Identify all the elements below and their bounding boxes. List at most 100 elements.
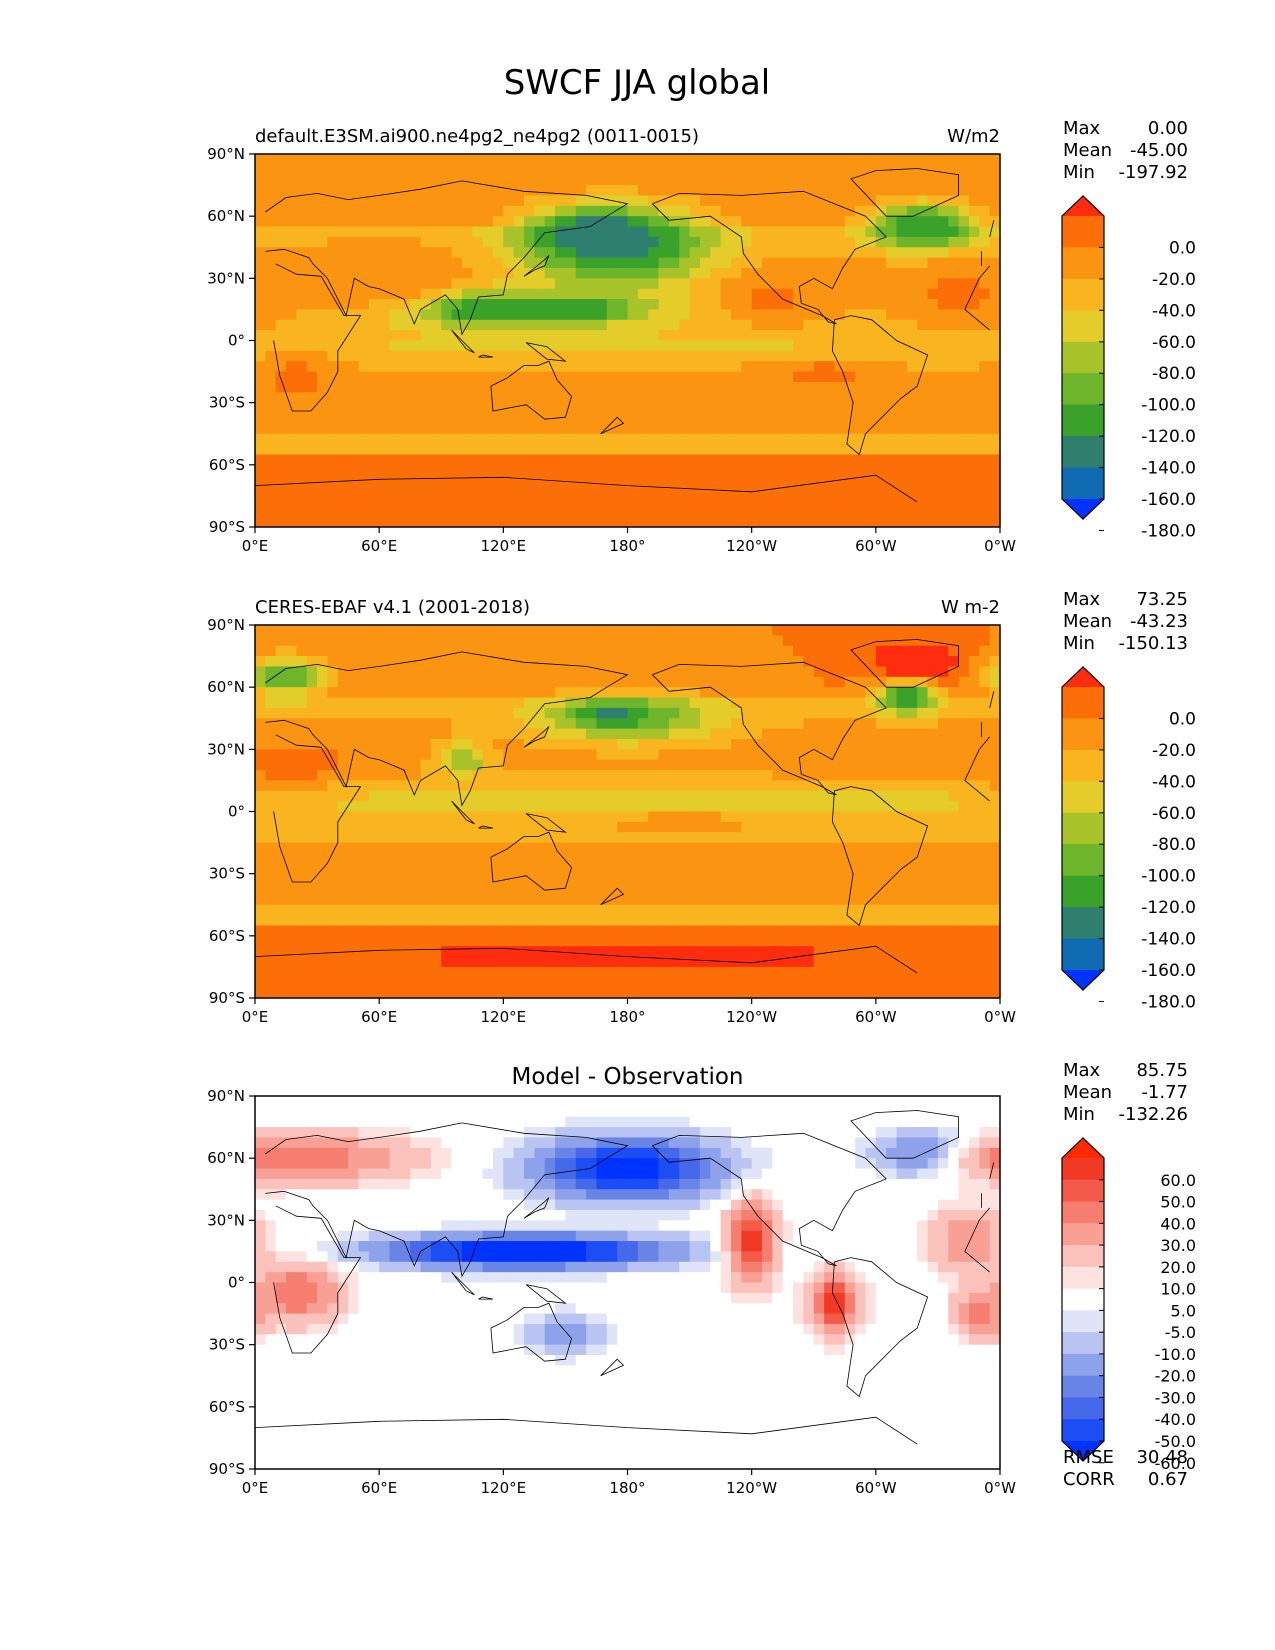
field-cell <box>337 257 349 269</box>
field-cell <box>772 433 784 445</box>
field-cell <box>472 299 484 311</box>
field-cell <box>296 687 308 699</box>
field-cell <box>513 811 525 823</box>
field-cell <box>472 780 484 792</box>
field-cell <box>451 164 463 176</box>
field-cell <box>286 946 297 958</box>
field-cell <box>482 288 494 300</box>
field-cell <box>348 464 360 476</box>
field-cell <box>544 790 556 802</box>
field-cell <box>730 656 742 668</box>
field-cell <box>679 226 691 238</box>
field-cell <box>699 625 711 636</box>
field-cell <box>937 226 949 238</box>
field-cell <box>482 205 494 217</box>
field-cell <box>451 925 463 937</box>
field-cell <box>668 454 680 466</box>
field-cell <box>793 205 805 217</box>
field-cell <box>410 645 422 657</box>
field-cell <box>896 790 908 802</box>
field-cell <box>472 516 484 527</box>
field-cell <box>668 946 680 958</box>
field-cell <box>617 361 629 373</box>
field-cell <box>875 423 887 435</box>
field-cell <box>410 319 422 331</box>
field-cell <box>534 278 546 290</box>
field-cell <box>524 516 535 527</box>
field-cell <box>782 495 794 507</box>
field-cell <box>730 236 742 248</box>
field-cell <box>524 842 535 854</box>
field-cell <box>782 935 794 947</box>
field-cell <box>958 267 970 279</box>
field-cell <box>730 904 742 916</box>
field-cell <box>762 361 773 373</box>
field-cell <box>824 247 836 259</box>
field-cell <box>524 485 535 497</box>
field-cell <box>327 738 339 750</box>
field-cell <box>337 454 349 466</box>
field-cell <box>255 361 266 373</box>
field-cell <box>720 811 732 823</box>
field-cell <box>441 884 453 895</box>
field-cell <box>824 205 836 217</box>
field-cell <box>544 495 556 507</box>
field-cell <box>275 164 287 176</box>
field-cell <box>524 299 535 311</box>
field-cell <box>492 506 504 518</box>
field-cell <box>989 278 1000 290</box>
field-cell <box>710 267 722 279</box>
field-cell <box>565 780 577 792</box>
field-cell <box>658 863 670 875</box>
field-cell <box>782 946 794 958</box>
field-cell <box>389 925 401 937</box>
field-cell <box>534 371 546 383</box>
field-cell <box>844 780 856 792</box>
field-cell <box>503 433 515 445</box>
field-cell <box>430 884 442 895</box>
field-cell <box>555 216 567 228</box>
field-cell <box>803 904 815 916</box>
field-cell <box>968 811 980 823</box>
field-cell <box>937 216 949 228</box>
field-cell <box>989 687 1000 699</box>
field-cell <box>720 340 732 352</box>
field-cell <box>399 790 411 802</box>
field-cell <box>730 226 742 238</box>
field-cell <box>358 174 370 186</box>
field-cell <box>348 350 360 362</box>
field-cell <box>441 330 453 342</box>
field-cell <box>337 873 349 885</box>
field-cell <box>979 485 991 497</box>
map-field <box>255 154 1000 527</box>
field-cell <box>430 195 442 207</box>
field-cell <box>658 842 670 854</box>
field-cell <box>917 267 929 279</box>
field-cell <box>875 475 887 487</box>
field-cell <box>379 381 391 393</box>
field-cell <box>306 832 318 844</box>
field-cell <box>255 475 266 487</box>
field-cell <box>658 625 670 636</box>
field-cell <box>389 350 401 362</box>
field-cell <box>627 205 639 217</box>
field-cell <box>389 413 401 424</box>
field-cell <box>679 464 691 476</box>
field-cell <box>906 381 918 393</box>
field-cell <box>265 257 277 269</box>
field-cell <box>399 444 411 456</box>
field-cell <box>379 925 391 937</box>
field-cell <box>265 299 277 311</box>
field-cell <box>399 506 411 518</box>
field-cell <box>451 247 463 259</box>
field-cell <box>379 330 391 342</box>
field-cell <box>813 687 825 699</box>
field-cell <box>813 516 825 527</box>
field-cell <box>658 495 670 507</box>
field-cell <box>855 309 867 321</box>
field-cell <box>348 433 360 445</box>
field-cell <box>896 464 908 476</box>
field-cell <box>948 299 960 311</box>
field-cell <box>875 413 887 424</box>
field-cell <box>906 350 918 362</box>
